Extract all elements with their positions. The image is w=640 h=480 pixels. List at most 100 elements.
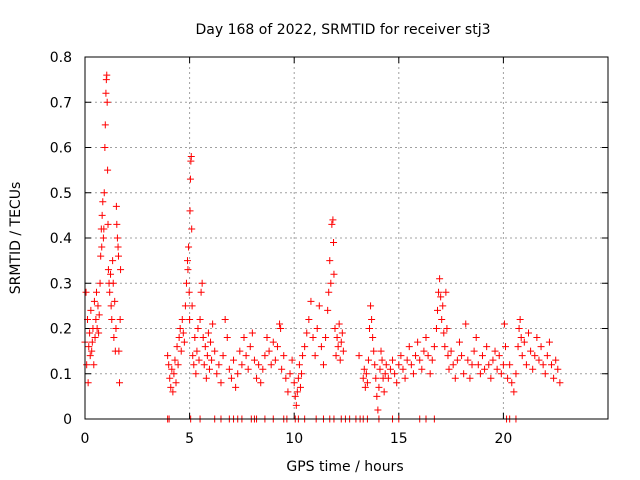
data-point (514, 343, 522, 351)
data-point (175, 334, 183, 342)
data-point (244, 365, 252, 373)
data-point (478, 352, 486, 360)
data-point (113, 234, 121, 242)
data-point (113, 220, 121, 228)
y-tick-label: 0 (63, 412, 72, 428)
data-point (104, 220, 112, 228)
x-axis-label: GPS time / hours (286, 459, 403, 475)
data-point (497, 370, 505, 378)
data-point (276, 320, 284, 328)
data-point (376, 365, 384, 373)
data-point (416, 356, 424, 364)
data-point (114, 252, 122, 260)
data-point (178, 315, 186, 323)
data-point (315, 302, 323, 310)
data-point (535, 356, 543, 364)
data-point (82, 288, 90, 296)
data-point (186, 315, 194, 323)
data-point (90, 297, 98, 305)
data-point (372, 374, 380, 382)
data-point (94, 302, 102, 310)
data-point (460, 370, 468, 378)
data-point (420, 347, 428, 355)
x-tick-label: 15 (390, 431, 408, 447)
data-point (476, 370, 484, 378)
data-point (364, 356, 372, 364)
data-point (481, 365, 489, 373)
data-point (311, 352, 319, 360)
x-tick-label: 10 (285, 431, 303, 447)
data-point (219, 352, 227, 360)
data-point (269, 338, 277, 346)
data-point (192, 370, 200, 378)
data-point (86, 352, 94, 360)
data-point (363, 379, 371, 387)
data-point (174, 361, 182, 369)
data-point (426, 370, 434, 378)
data-point (87, 306, 95, 314)
data-point (238, 361, 246, 369)
data-point (194, 325, 202, 332)
data-point (291, 392, 299, 400)
data-point (255, 361, 263, 369)
data-point (338, 329, 346, 337)
data-point (371, 361, 379, 369)
data-point (165, 361, 173, 369)
data-point (176, 325, 184, 332)
data-point (282, 374, 290, 382)
data-point (325, 288, 333, 296)
data-point (332, 352, 340, 360)
data-point (267, 361, 275, 369)
data-point (337, 338, 345, 346)
data-point (203, 352, 211, 360)
data-point (180, 338, 188, 346)
data-point (368, 315, 376, 323)
data-point (265, 347, 273, 355)
data-point (280, 352, 288, 360)
data-point (250, 356, 258, 364)
data-point (196, 315, 204, 323)
data-point (405, 343, 413, 351)
data-point (409, 370, 417, 378)
data-point (399, 365, 407, 373)
data-point (539, 361, 547, 369)
data-point (223, 334, 231, 342)
data-point (441, 343, 449, 351)
data-point (179, 329, 187, 337)
data-point (548, 361, 556, 369)
data-point (330, 270, 338, 278)
data-point (489, 356, 497, 364)
data-point (182, 279, 190, 287)
data-point (493, 365, 501, 373)
data-point (213, 370, 221, 378)
data-point (171, 356, 179, 364)
y-tick-label: 0.3 (50, 276, 72, 292)
data-point (167, 383, 175, 391)
data-point (277, 325, 285, 332)
data-point (317, 343, 325, 351)
data-point (164, 352, 172, 360)
data-point (412, 352, 420, 360)
data-point (83, 361, 91, 369)
data-point (116, 379, 124, 387)
data-point (329, 216, 337, 224)
data-point (307, 297, 315, 305)
data-points (81, 71, 564, 423)
data-point (439, 302, 447, 310)
data-point (466, 374, 474, 382)
data-point (407, 361, 415, 369)
data-point (116, 315, 124, 323)
data-point (240, 334, 248, 342)
data-point (97, 252, 105, 260)
data-point (377, 347, 385, 355)
data-point (232, 383, 240, 391)
y-tick-label: 0.1 (50, 367, 72, 383)
data-point (115, 347, 123, 355)
data-point (375, 383, 383, 391)
data-point (393, 379, 401, 387)
data-point (88, 338, 96, 346)
data-point (500, 320, 508, 328)
data-point (556, 379, 564, 387)
data-point (336, 356, 344, 364)
data-point (462, 320, 470, 328)
